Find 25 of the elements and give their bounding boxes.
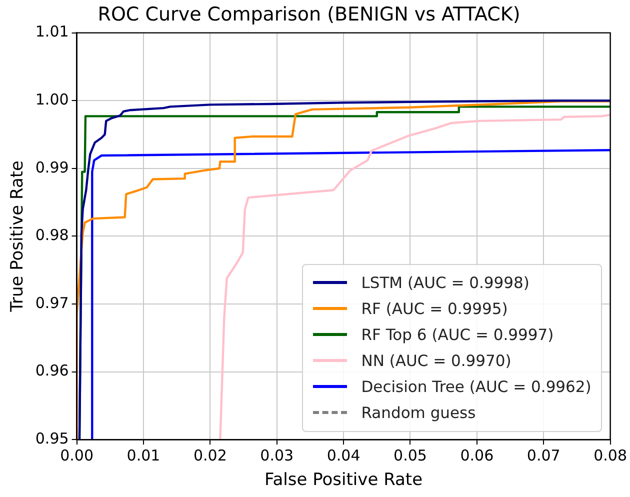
x-tick-label: 0.02 — [193, 446, 227, 464]
chart-title: ROC Curve Comparison (BENIGN vs ATTACK) — [98, 3, 520, 26]
y-tick-label: 1.00 — [35, 90, 69, 108]
x-tick-label: 0.05 — [394, 446, 427, 464]
x-tick-label: 0.01 — [126, 446, 160, 464]
legend-label: RF (AUC = 0.9995) — [361, 300, 508, 318]
x-tick-label: 0.03 — [260, 446, 294, 464]
y-tick-label: 0.96 — [35, 362, 69, 380]
y-tick-label: 0.98 — [35, 226, 69, 244]
legend-label: Random guess — [361, 404, 476, 422]
y-tick-label: 0.97 — [35, 294, 69, 312]
x-tick-label: 0.07 — [526, 446, 560, 464]
legend-label: LSTM (AUC = 0.9998) — [361, 274, 530, 292]
legend-label: Decision Tree (AUC = 0.9962) — [361, 378, 592, 396]
legend-label: NN (AUC = 0.9970) — [361, 352, 512, 370]
x-tick-label: 0.04 — [326, 446, 360, 464]
y-tick-label: 1.01 — [35, 22, 69, 41]
x-axis-title: False Positive Rate — [264, 470, 423, 490]
y-axis-title: True Positive Rate — [8, 160, 28, 313]
x-tick-label: 0.00 — [60, 446, 94, 464]
legend-label: RF Top 6 (AUC = 0.9997) — [361, 326, 554, 344]
y-tick-label: 0.95 — [35, 429, 69, 448]
x-tick-label: 0.06 — [460, 446, 494, 464]
x-tick-label: 0.08 — [594, 446, 628, 464]
y-tick-label: 0.99 — [35, 158, 69, 176]
